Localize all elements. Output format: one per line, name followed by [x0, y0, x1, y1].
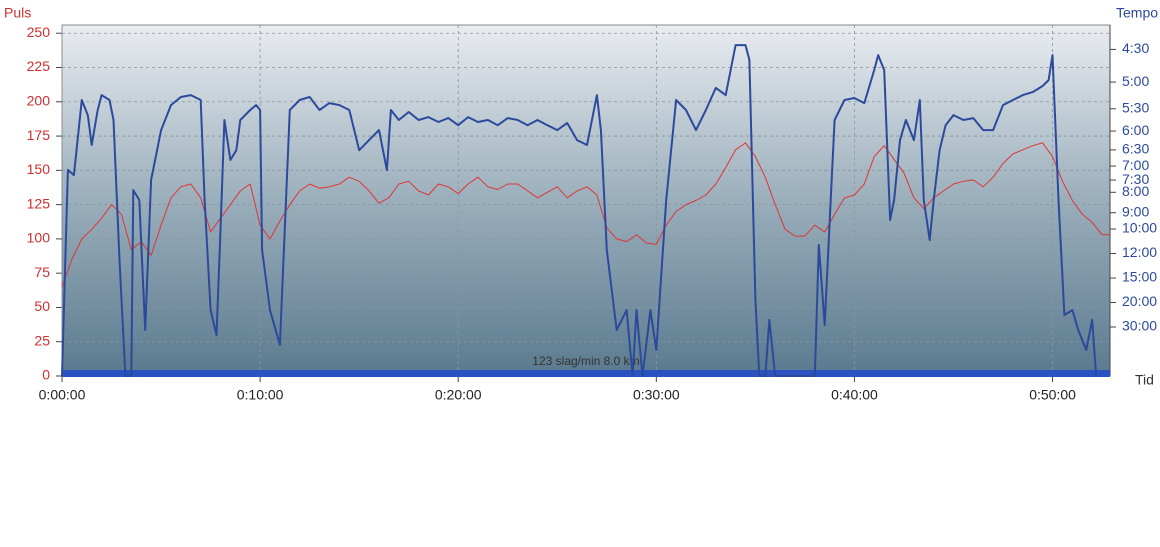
y2-tick-label: 6:30: [1122, 141, 1149, 157]
y-tick-label: 175: [27, 127, 51, 143]
y2-tick-label: 30:00: [1122, 318, 1157, 334]
y2-tick-label: 5:30: [1122, 99, 1149, 115]
y-tick-label: 125: [27, 195, 51, 211]
y2-axis-label: Tempo: [1116, 5, 1158, 21]
y2-tick-label: 10:00: [1122, 220, 1157, 236]
x-tick-label: 0:00:00: [39, 387, 86, 403]
y-tick-label: 0: [42, 367, 50, 383]
y2-tick-label: 20:00: [1122, 293, 1157, 309]
y-tick-label: 100: [27, 230, 51, 246]
y2-tick-label: 7:30: [1122, 171, 1149, 187]
y-tick-label: 200: [27, 92, 51, 108]
y-tick-label: 250: [27, 24, 51, 40]
x-axis-bar: [62, 370, 1110, 377]
x-tick-label: 0:40:00: [831, 387, 878, 403]
y2-tick-label: 15:00: [1122, 269, 1157, 285]
series-line: [61, 44, 1098, 377]
y2-tick-label: 5:00: [1122, 73, 1149, 89]
y2-tick-label: 7:00: [1122, 157, 1149, 173]
plot-area: [61, 24, 1111, 377]
y-tick-label: 25: [34, 332, 50, 348]
y-axis-label: Puls: [4, 5, 31, 21]
x-tick-label: 0:30:00: [633, 387, 680, 403]
y-tick-label: 75: [34, 264, 50, 280]
x-tick-label: 0:20:00: [435, 387, 482, 403]
y2-tick-label: 8:00: [1122, 183, 1149, 199]
y-tick-label: 50: [34, 298, 50, 314]
y-tick-label: 225: [27, 58, 51, 74]
series-line: [61, 142, 1110, 288]
y2-tick-label: 12:00: [1122, 244, 1157, 260]
x-axis-label: Tid: [1135, 372, 1154, 388]
y2-tick-label: 4:30: [1122, 40, 1149, 56]
y2-tick-label: 6:00: [1122, 122, 1149, 138]
y2-tick-label: 9:00: [1122, 203, 1149, 219]
y-tick-label: 150: [27, 161, 51, 177]
x-tick-label: 0:10:00: [237, 387, 284, 403]
x-tick-label: 0:50:00: [1029, 387, 1076, 403]
annotation: 123 slag/min 8.0 km: [532, 354, 639, 368]
